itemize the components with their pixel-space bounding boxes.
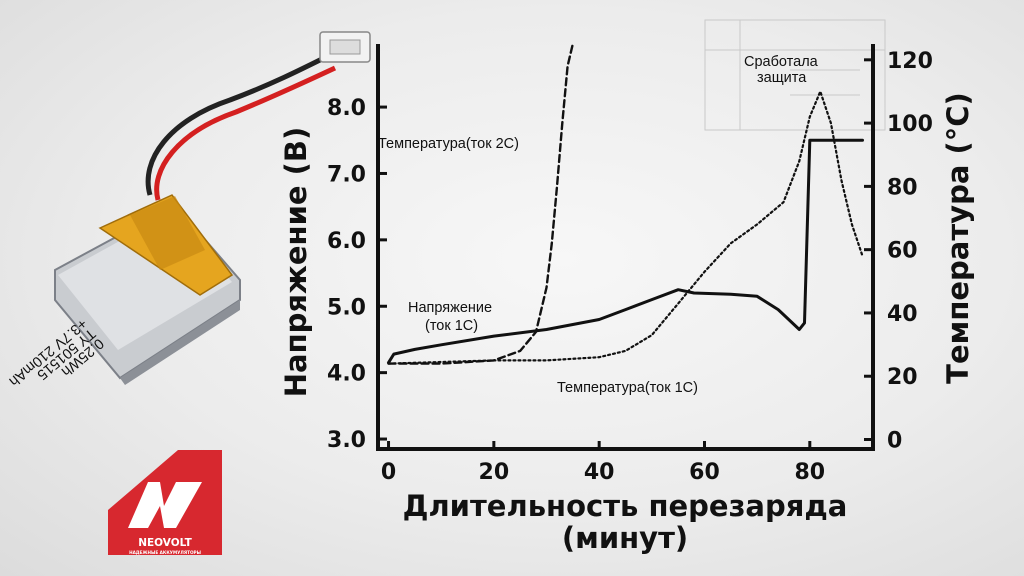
annotation-temp-2c: Температура(ток 2С): [378, 136, 519, 152]
y-right-tick-labels: 0 20 40 60 80 100 120: [887, 49, 933, 454]
y-right-tick-label: 20: [887, 365, 918, 390]
axes: [376, 44, 875, 451]
y-right-tick-label: 120: [887, 49, 933, 74]
x-tick-label: 40: [584, 460, 615, 485]
background-schematic: [704, 19, 886, 131]
battery-connector: [319, 31, 371, 63]
neovolt-logo: NEOVOLT НАДЕЖНЫЕ АККУМУЛЯТОРЫ: [108, 450, 222, 555]
y-right-axis-title: Температура (°C): [941, 92, 975, 384]
y-right-tick-label: 40: [887, 302, 918, 327]
logo-mark: [128, 482, 202, 528]
series-line-1: [387, 138, 864, 365]
y-left-axis-title: Напряжение (В): [279, 127, 313, 398]
y-left-tick-label: 3.0: [327, 428, 366, 453]
y-left-tick-label: 6.0: [327, 229, 366, 254]
x-tick-labels: 0 20 40 60 80: [381, 460, 825, 485]
x-tick-label: 60: [689, 460, 720, 485]
logo-tagline: НАДЕЖНЫЕ АККУМУЛЯТОРЫ: [129, 550, 201, 555]
y-left-tick-label: 8.0: [327, 96, 366, 121]
logo-background: [108, 450, 222, 555]
y-right-tick-label: 0: [887, 429, 902, 454]
series-layer: [387, 42, 864, 365]
y-left-tick-labels: 3.0 4.0 5.0 6.0 7.0 8.0: [327, 96, 366, 453]
y-right-tick-label: 60: [887, 239, 918, 264]
x-axis-title-line-1: Длительность перезаряда: [403, 489, 848, 523]
annotation-protection-line-1: Сработала: [744, 54, 819, 70]
ticks: [378, 58, 873, 449]
y-right-tick-label: 80: [887, 175, 918, 200]
x-tick-label: 20: [479, 460, 510, 485]
annotation-voltage-line-1: Напряжение: [408, 300, 492, 316]
series-line-3: [387, 90, 864, 365]
y-left-tick-label: 4.0: [327, 362, 366, 387]
y-left-tick-label: 7.0: [327, 162, 366, 187]
x-tick-label: 0: [381, 460, 396, 485]
x-axis-title-line-2: (минут): [562, 521, 688, 555]
battery-image: +3.7V 210mAh TY 501515 0.25Wh: [6, 31, 371, 389]
annotation-voltage-line-2: (ток 1С): [425, 318, 478, 334]
y-right-tick-label: 100: [887, 112, 933, 137]
logo-brand: NEOVOLT: [138, 537, 192, 549]
annotation-temp-1c: Температура(ток 1С): [557, 380, 698, 396]
annotation-protection-line-2: защита: [757, 70, 807, 86]
x-tick-label: 80: [794, 460, 825, 485]
y-left-tick-label: 5.0: [327, 295, 366, 320]
